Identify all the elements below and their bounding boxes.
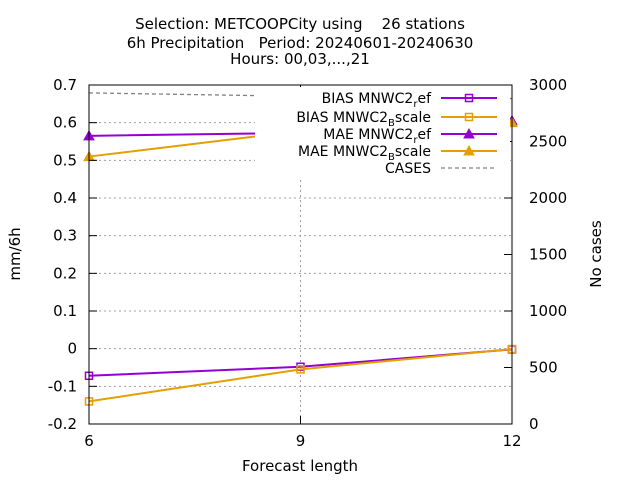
y2-tick-label: 1000 [529,302,567,320]
y2-tick-label: 1500 [529,246,567,264]
legend-swatch-marker [463,144,475,156]
chart-title-line: 6h Precipitation Period: 20240601-202406… [127,34,474,52]
series-line [88,348,513,403]
y-tick-label: 0.6 [53,114,77,132]
y-tick-label: -0.2 [48,415,77,433]
chart-title-line: Selection: METCOOPCity using 26 stations [135,15,465,33]
y2-tick-label: 500 [529,359,558,377]
y-tick-label: 0.4 [53,189,77,207]
y-tick-label: -0.1 [48,377,77,395]
legend-label: BIAS MNWC2Bscale [296,110,431,129]
x-tick-label: 12 [502,432,521,450]
legend-entry: BIAS MNWC2ref [322,91,497,110]
y2-tick-label: 2000 [529,189,567,207]
legend-swatch-marker [463,127,475,139]
data-point [296,365,305,374]
legend-label: MAE MNWC2Bscale [298,144,431,163]
y-tick-label: 0.7 [53,76,77,94]
y-tick-label: 0.1 [53,302,77,320]
y2-tick-label: 2500 [529,133,567,151]
y2-tick-label: 3000 [529,76,567,94]
y2-axis-label: No cases [587,220,605,288]
x-tick-label: 6 [84,432,94,450]
y-tick-label: 0.2 [53,264,77,282]
y-axis-label: mm/6h [6,227,24,280]
y2-tick-label: 0 [529,415,539,433]
legend-entry: BIAS MNWC2Bscale [296,110,497,129]
legend-label: BIAS MNWC2ref [322,91,432,110]
chart-title-line: Hours: 00,03,...,21 [230,50,370,68]
y-tick-label: 0.5 [53,151,77,169]
x-tick-label: 9 [296,432,306,450]
legend-label: CASES [385,161,431,177]
legend-entry: MAE MNWC2Bscale [298,144,497,163]
legend-swatch-marker [464,93,474,103]
y-tick-label: 0.3 [53,227,77,245]
legend-entry: CASES [385,161,497,177]
legend-label: MAE MNWC2ref [323,127,432,146]
x-axis-label: Forecast length [242,457,358,475]
legend-entry: MAE MNWC2ref [323,127,497,146]
series-1 [84,344,517,406]
legend-swatch-marker [464,112,474,122]
y-tick-label: 0 [67,340,77,358]
